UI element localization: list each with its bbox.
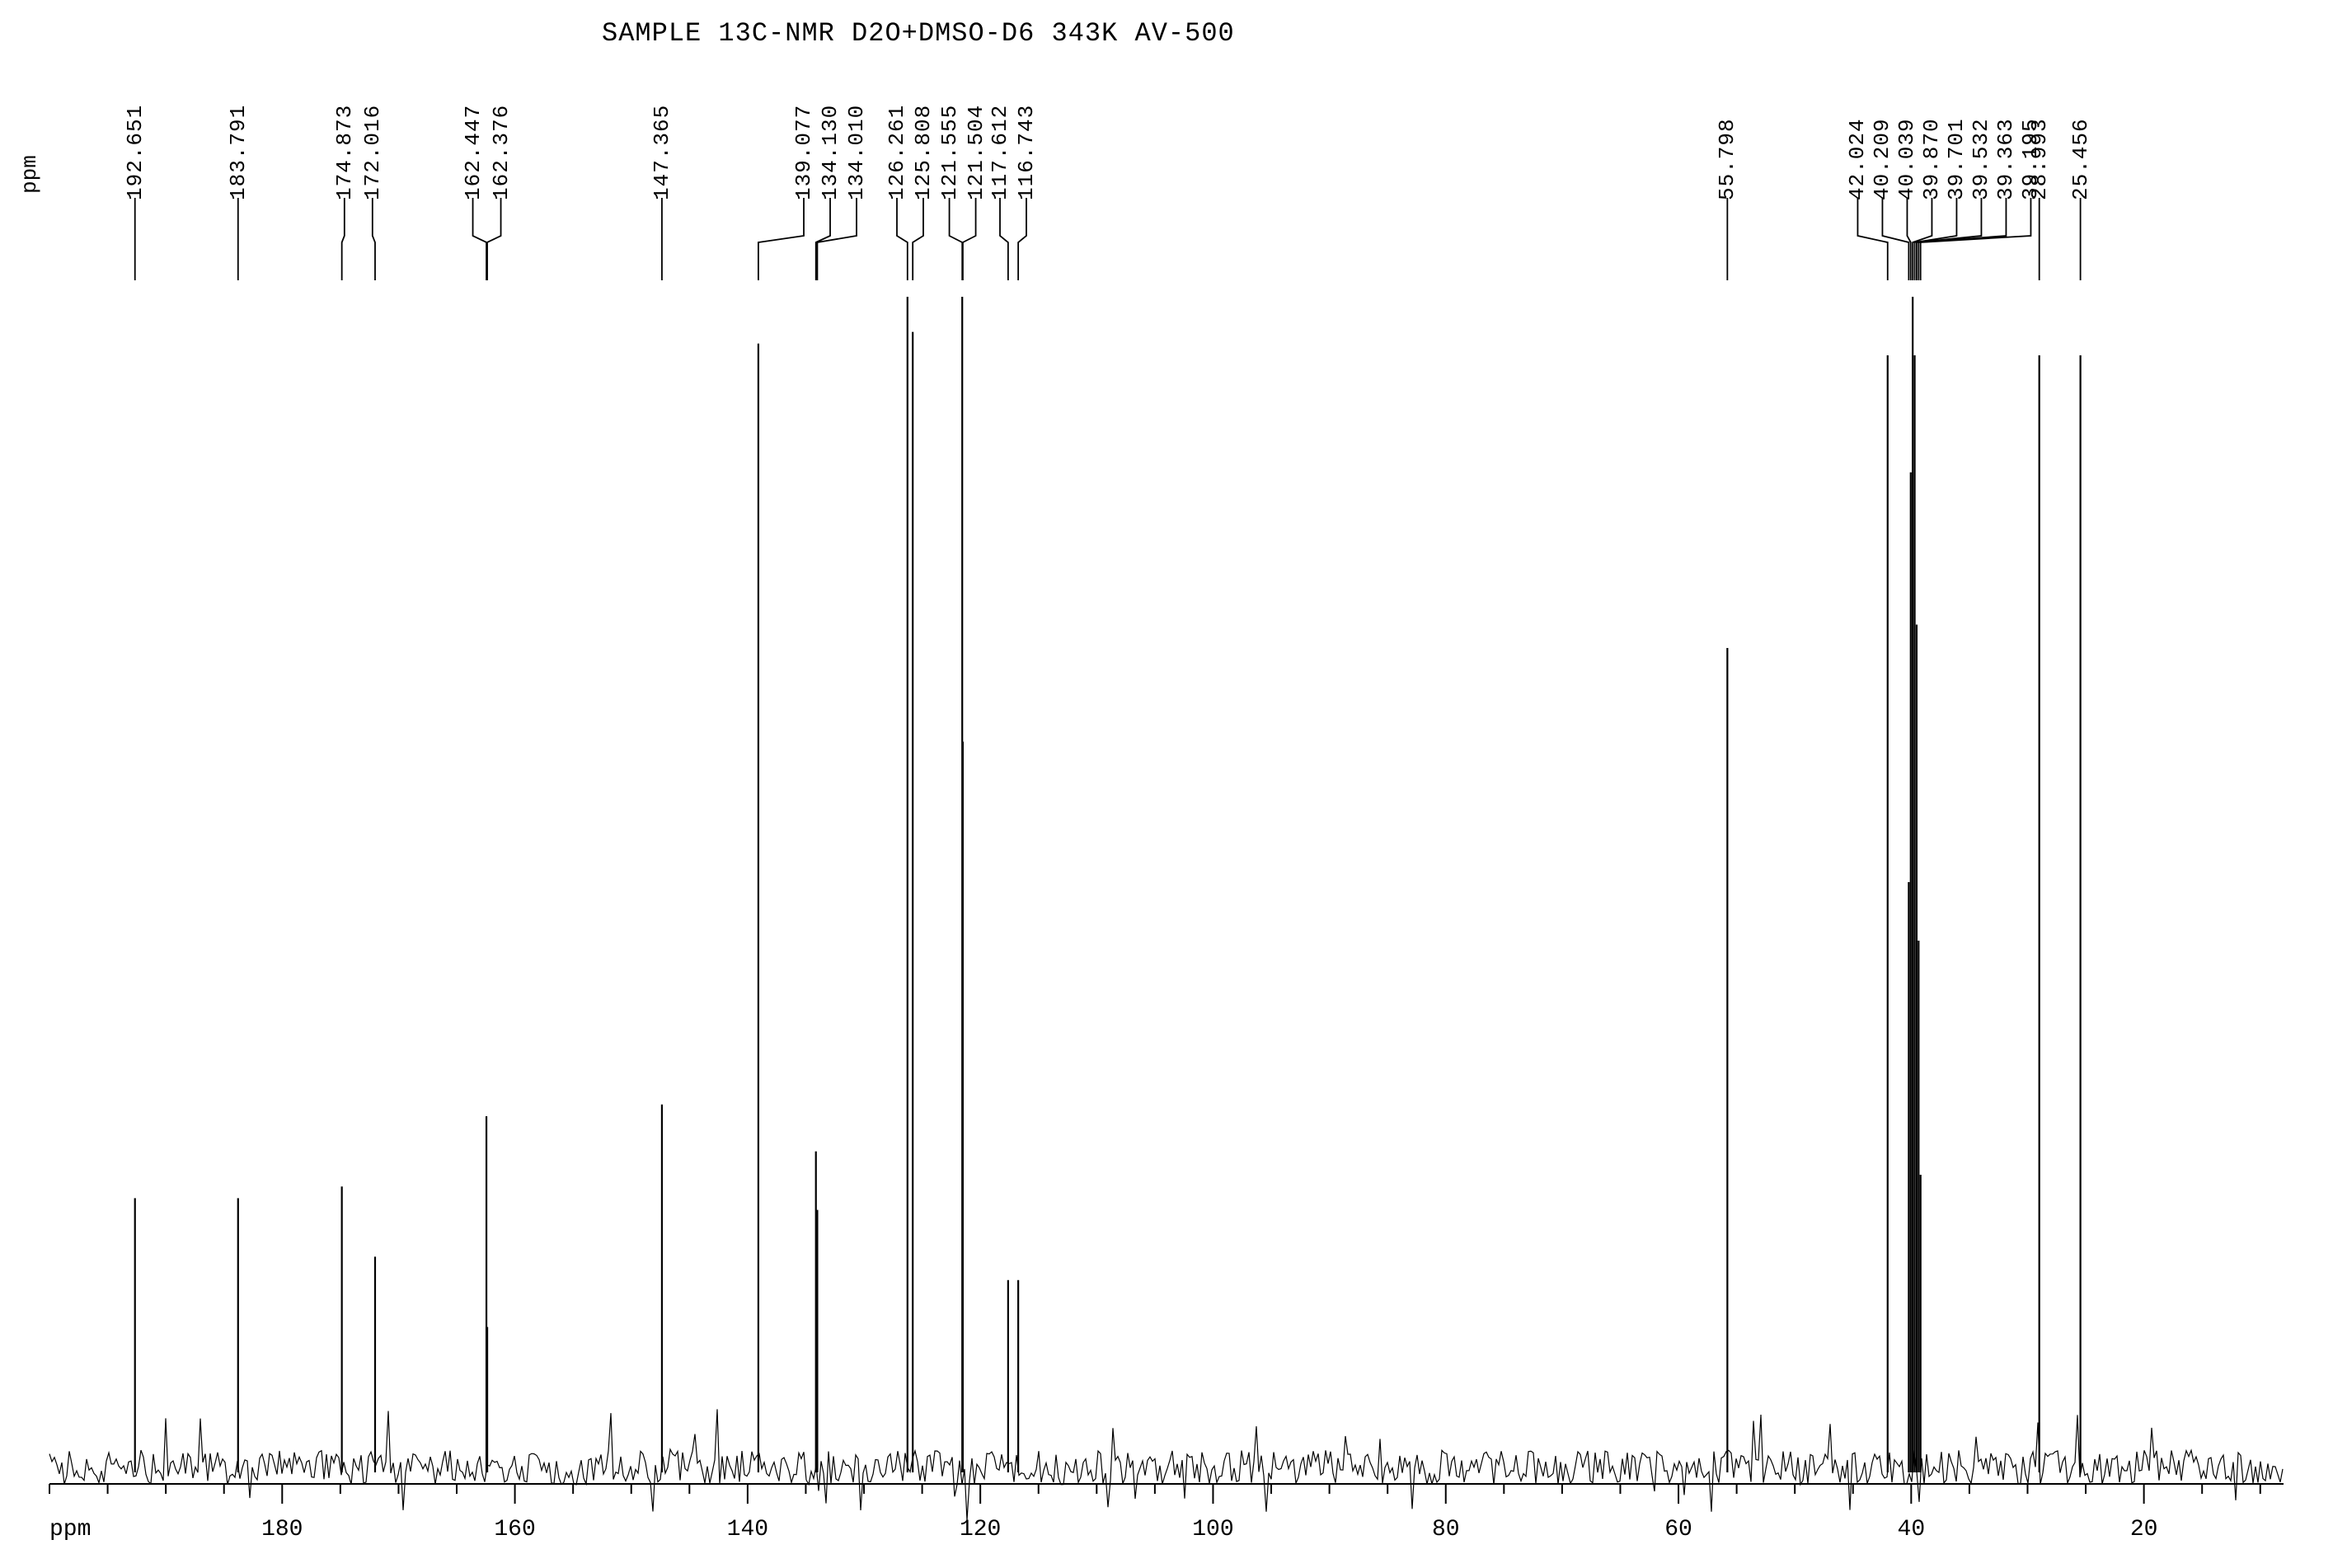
peak-ppm-label: 134.130 (818, 105, 843, 200)
peak-ppm-label: 139.077 (791, 105, 816, 200)
peak-assignment-line (373, 198, 375, 280)
peak-assignment-line (950, 198, 963, 280)
x-tick-label: 140 (727, 1517, 768, 1542)
peak-ppm-label: 39.870 (1919, 118, 1944, 200)
peak-ppm-label: 25.456 (2068, 118, 2093, 200)
peak-ppm-label: 40.209 (1870, 118, 1894, 200)
peak-assignment-line (1018, 198, 1026, 280)
peak-assignment-line (1882, 198, 1908, 280)
peak-ppm-label: 125.808 (911, 105, 936, 200)
x-tick-label: 80 (1432, 1517, 1460, 1542)
x-tick-label: 160 (494, 1517, 535, 1542)
x-tick-label: 120 (960, 1517, 1001, 1542)
peak-assignment-line (473, 198, 486, 280)
peak-assignment-line (342, 198, 345, 280)
x-tick-label: 20 (2130, 1517, 2158, 1542)
peak-ppm-label: 162.376 (489, 105, 514, 200)
peak-ppm-label: 28.993 (2027, 118, 2052, 200)
peak-ppm-label: 121.504 (964, 105, 988, 200)
peak-ppm-label: 116.743 (1014, 105, 1039, 200)
peak-assignment-line (897, 198, 908, 280)
peak-ppm-label: 172.016 (360, 105, 385, 200)
peak-ppm-label: 147.365 (650, 105, 674, 200)
peak-assignment-line (1913, 198, 1932, 280)
peak-ppm-label: 126.261 (885, 105, 909, 200)
peak-assignment-line (758, 198, 804, 280)
x-tick-label: 100 (1192, 1517, 1233, 1542)
x-tick-label: 40 (1898, 1517, 1926, 1542)
peak-ppm-label: 42.024 (1845, 118, 1870, 200)
peak-ppm-label: 121.555 (937, 105, 962, 200)
peak-ppm-label: 192.651 (123, 105, 148, 200)
peak-ppm-label: 134.010 (844, 105, 869, 200)
peak-ppm-label: 40.039 (1894, 118, 1919, 200)
peak-ppm-label: 183.791 (226, 105, 251, 200)
x-tick-label: 180 (261, 1517, 303, 1542)
peak-assignment-line (913, 198, 923, 280)
peak-ppm-label: 39.363 (1993, 118, 2018, 200)
peak-ppm-label: 117.612 (988, 105, 1012, 200)
peak-ppm-label: 174.873 (332, 105, 357, 200)
baseline-noise (49, 1409, 2283, 1520)
nmr-spectrum-figure: SAMPLE 13C-NMR D2O+DMSO-D6 343K AV-500 p… (0, 0, 2333, 1568)
peak-assignment-line (963, 198, 976, 280)
peak-ppm-label: 39.701 (1944, 118, 1969, 200)
x-axis-unit-label: ppm (49, 1517, 91, 1542)
peak-ppm-label: 162.447 (461, 105, 486, 200)
x-tick-label: 60 (1664, 1517, 1692, 1542)
spectrum-plot (0, 0, 2333, 1568)
peak-ppm-label: 39.532 (1969, 118, 1993, 200)
peak-assignment-line (487, 198, 500, 280)
peak-ppm-label: 55.798 (1715, 118, 1739, 200)
peak-assignment-line (1000, 198, 1008, 280)
